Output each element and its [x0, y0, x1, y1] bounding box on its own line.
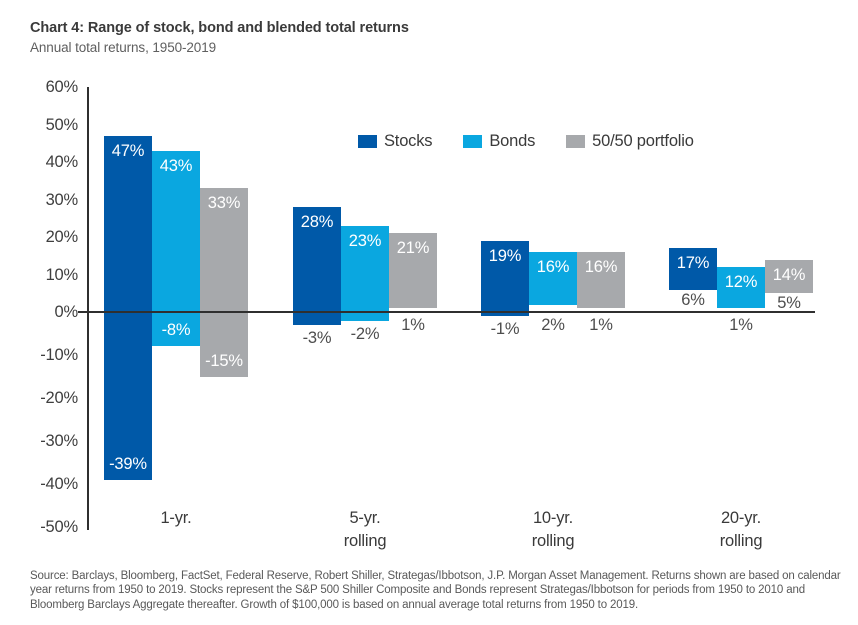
bar-min-label: -1%	[490, 320, 520, 339]
bar-max-label: 21%	[396, 239, 430, 258]
bar-bonds-10-yr	[529, 252, 577, 305]
bar-50-50-portfolio-5-yr	[389, 233, 437, 309]
bar-max-label: 12%	[724, 273, 758, 291]
legend-swatch-icon	[566, 135, 586, 148]
bar-min-label: 6%	[681, 290, 705, 309]
bar-bonds-20-yr	[717, 267, 765, 309]
bar-bonds-5-yr	[341, 225, 389, 321]
y-axis-tick-label: -20%	[40, 389, 78, 407]
bar-min-label: -2%	[350, 324, 380, 343]
bar-stocks-10-yr	[481, 240, 529, 317]
bar-50-50-portfolio-10-yr	[577, 252, 625, 309]
y-axis-tick-label: -40%	[40, 475, 78, 493]
x-axis-category-label: 20-yr. rolling	[719, 509, 763, 550]
y-axis-tick-label: -50%	[40, 518, 78, 536]
zero-baseline	[78, 311, 815, 313]
bar-stocks-20-yr	[669, 248, 717, 290]
chart-subtitle: Annual total returns, 1950-2019	[30, 40, 217, 55]
bar-max-label: 19%	[488, 246, 522, 265]
y-axis-tick-label: 30%	[45, 190, 79, 209]
bar-max-label: 16%	[584, 258, 618, 276]
bar-max-label: 43%	[159, 156, 193, 175]
bar-bonds-1-yr	[152, 150, 200, 347]
bar-max-label: 16%	[536, 258, 570, 276]
bar-stocks-1-yr	[104, 135, 152, 480]
legend-label: Bonds	[489, 132, 536, 150]
x-axis-category-label: 10-yr. rolling	[531, 509, 575, 550]
bar-max-label: 23%	[348, 231, 382, 250]
y-axis-tick-label: -30%	[40, 432, 78, 450]
legend-swatch-icon	[358, 135, 377, 148]
y-axis-tick-label: 10%	[45, 265, 79, 284]
y-axis-tick-label: -10%	[40, 346, 78, 364]
bar-50-50-portfolio-20-yr	[765, 259, 813, 294]
y-axis-line	[87, 87, 89, 530]
chart-title: Chart 4: Range of stock, bond and blende…	[30, 20, 409, 36]
bar-stocks-5-yr	[293, 207, 341, 325]
y-axis-tick-label: 60%	[45, 78, 79, 96]
y-axis-tick-label: 0%	[54, 303, 79, 321]
bar-min-label: 1%	[401, 316, 425, 334]
y-axis-tick-label: 20%	[45, 228, 79, 246]
bar-min-label: -8%	[161, 321, 191, 340]
bar-max-label: 47%	[111, 141, 145, 160]
source-note: Source: Barclays, Bloomberg, FactSet, Fe…	[30, 570, 841, 611]
bar-min-label: -15%	[205, 351, 243, 370]
legend-label: 50/50 portfolio	[592, 132, 694, 150]
bar-min-label: -39%	[109, 454, 147, 473]
y-axis-tick-label: 50%	[45, 115, 79, 134]
bar-min-label: 1%	[729, 316, 753, 334]
bar-max-label: 28%	[300, 213, 334, 231]
bar-min-label: -3%	[302, 328, 332, 347]
legend-item-bonds: Bonds	[463, 132, 535, 151]
legend-item-stocks: Stocks	[358, 132, 433, 151]
bar-max-label: 14%	[772, 265, 806, 284]
legend-label: Stocks	[384, 132, 433, 150]
y-axis-tick-label: 40%	[45, 153, 79, 171]
bar-50-50-portfolio-1-yr	[200, 188, 248, 377]
bar-min-label: 2%	[541, 316, 565, 334]
bar-min-label: 1%	[589, 316, 613, 334]
legend: Stocks Bonds 50/50 portfolio	[358, 132, 694, 151]
x-axis-category-label: 5-yr. rolling	[343, 509, 387, 550]
x-axis-category-label: 1-yr.	[160, 509, 192, 527]
bar-max-label: 17%	[676, 254, 710, 273]
bar-max-label: 33%	[207, 194, 241, 213]
bar-min-label: 5%	[777, 294, 801, 313]
legend-item-50-50-portfolio: 50/50 portfolio	[566, 132, 694, 151]
legend-swatch-icon	[463, 135, 483, 148]
